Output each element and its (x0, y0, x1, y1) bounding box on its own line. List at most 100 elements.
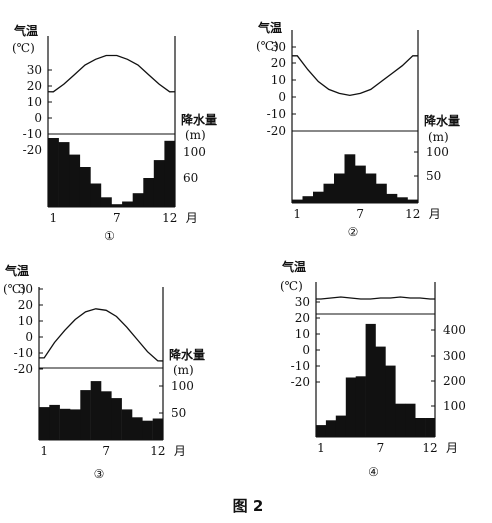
x-tick-label: 7 (102, 444, 110, 458)
panel-label: ③ (94, 467, 105, 481)
precip-tick-label: 100 (171, 379, 194, 393)
temp-tick-label: 10 (18, 314, 33, 328)
temp-unit: (℃) (12, 41, 35, 55)
precipitation-bar (345, 377, 356, 437)
precipitation-bar (49, 404, 60, 440)
precipitation-bar (100, 197, 112, 207)
precipitation-bar (48, 138, 59, 207)
temp-axis-title: 气温 (281, 259, 306, 274)
precipitation-bar (90, 381, 102, 440)
precipitation-bar (365, 173, 377, 203)
precipitation-bar (132, 417, 143, 440)
temp-tick-label: -20 (291, 375, 310, 389)
temp-tick-label: 0 (278, 90, 286, 104)
precipitation-bar (302, 196, 314, 203)
precipitation-bar (344, 154, 356, 203)
panel-label: ① (104, 229, 115, 243)
precipitation-bar (101, 391, 112, 440)
precipitation-bar (425, 418, 436, 437)
x-tick-label: 1 (40, 444, 48, 458)
month-label: 月 (186, 211, 198, 225)
precipitation-bar (59, 408, 71, 440)
precip-tick-label: 100 (426, 145, 449, 159)
temp-tick-label: 0 (25, 330, 33, 344)
figure-caption: 图 2 (233, 497, 264, 515)
temp-tick-label: 30 (271, 40, 286, 54)
temp-tick-label: 10 (295, 327, 310, 341)
precipitation-bar (334, 173, 345, 203)
temp-axis-title: 气温 (13, 23, 38, 38)
precipitation-bar (122, 201, 133, 207)
precip-axis-title: 降水量 (424, 113, 460, 128)
precipitation-bar (407, 199, 419, 203)
temp-tick-label: -10 (267, 107, 286, 121)
precipitation-bar (415, 418, 426, 437)
precipitation-bar (58, 142, 70, 207)
precip-tick-label: 100 (443, 399, 466, 413)
temperature-line (292, 55, 418, 97)
temperature-line (316, 296, 435, 300)
precipitation-bar (39, 407, 50, 440)
precip-tick-label: 50 (426, 169, 441, 183)
precipitation-bar (325, 420, 337, 437)
precipitation-bar (316, 425, 327, 437)
x-tick-label: 7 (113, 211, 121, 225)
temp-tick-label: 10 (271, 73, 286, 87)
precip-tick-label: 100 (183, 145, 206, 159)
precipitation-bar (70, 409, 81, 440)
precipitation-bar (365, 323, 376, 437)
x-tick-label: 1 (49, 211, 57, 225)
precipitation-bar (153, 160, 165, 207)
temp-tick-label: -20 (14, 362, 33, 376)
temp-tick-label: 0 (302, 343, 310, 357)
x-tick-label: 12 (150, 444, 165, 458)
precip-tick-label: 50 (171, 406, 186, 420)
temp-tick-label: 20 (271, 56, 286, 70)
precipitation-bar (375, 346, 386, 437)
x-tick-label: 12 (162, 211, 177, 225)
precip-unit: (m) (428, 130, 449, 144)
temp-tick-label: 20 (27, 79, 42, 93)
precipitation-bar (335, 415, 346, 437)
x-tick-label: 12 (405, 207, 420, 221)
precip-tick-label: 400 (443, 323, 466, 337)
precipitation-bar (164, 140, 176, 207)
precipitation-bar (376, 183, 387, 203)
temp-tick-label: -10 (23, 127, 42, 141)
temp-tick-label: 10 (27, 95, 42, 109)
precipitation-bar (79, 167, 91, 207)
temp-tick-label: 30 (27, 63, 42, 77)
temp-axis-title: 气温 (4, 263, 29, 278)
precipitation-bar (313, 191, 324, 203)
precipitation-bar (385, 365, 396, 437)
precip-axis-title: 降水量 (169, 347, 205, 362)
temp-tick-label: -20 (267, 124, 286, 138)
temp-tick-label: 30 (18, 282, 33, 296)
month-label: 月 (174, 444, 186, 458)
temp-tick-label: -20 (23, 143, 42, 157)
temperature-line (38, 308, 164, 362)
x-tick-label: 1 (317, 441, 325, 455)
precipitation-bar (292, 199, 303, 203)
panel-label: ② (348, 225, 359, 239)
precip-tick-label: 60 (183, 171, 198, 185)
precipitation-bar (143, 178, 155, 207)
precipitation-bar (121, 409, 133, 440)
temp-tick-label: 30 (295, 295, 310, 309)
precip-axis-title: 降水量 (181, 112, 217, 127)
precipitation-bar (405, 403, 416, 437)
precip-tick-label: 300 (443, 349, 466, 363)
temperature-line (47, 54, 176, 93)
temp-unit: (℃) (280, 279, 303, 293)
temp-unit: (℃) (3, 282, 26, 296)
x-tick-label: 12 (422, 441, 437, 455)
precipitation-bar (395, 403, 406, 437)
precipitation-bar (355, 165, 366, 203)
precip-tick-label: 200 (443, 374, 466, 388)
temp-tick-label: 20 (18, 298, 33, 312)
x-tick-label: 7 (356, 207, 364, 221)
